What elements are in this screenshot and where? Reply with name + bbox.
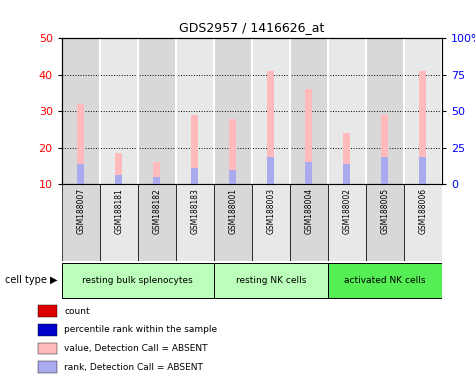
Bar bbox=[38, 324, 57, 336]
Bar bbox=[100, 38, 138, 184]
Bar bbox=[115, 175, 122, 184]
Bar bbox=[305, 162, 312, 184]
Title: GDS2957 / 1416626_at: GDS2957 / 1416626_at bbox=[179, 22, 324, 35]
Text: GSM188006: GSM188006 bbox=[418, 188, 427, 234]
Bar bbox=[62, 38, 100, 184]
Text: cell type ▶: cell type ▶ bbox=[5, 275, 57, 285]
Bar bbox=[138, 184, 176, 261]
Bar bbox=[62, 263, 214, 298]
Text: GSM188182: GSM188182 bbox=[152, 188, 161, 234]
Bar bbox=[366, 38, 404, 184]
Bar bbox=[38, 343, 57, 354]
Bar bbox=[404, 38, 442, 184]
Bar bbox=[267, 71, 274, 184]
Text: count: count bbox=[64, 307, 90, 316]
Bar bbox=[305, 89, 312, 184]
Bar bbox=[381, 157, 388, 184]
Bar bbox=[38, 361, 57, 373]
Bar bbox=[343, 133, 350, 184]
Bar bbox=[115, 153, 122, 184]
Bar bbox=[267, 157, 274, 184]
Bar bbox=[419, 157, 426, 184]
Text: GSM188007: GSM188007 bbox=[76, 188, 85, 234]
Bar bbox=[229, 119, 236, 184]
Bar bbox=[38, 305, 57, 317]
Bar bbox=[62, 184, 100, 261]
Bar bbox=[214, 184, 252, 261]
Bar bbox=[404, 184, 442, 261]
Bar bbox=[191, 168, 198, 184]
Bar bbox=[343, 164, 350, 184]
Bar bbox=[328, 263, 442, 298]
Bar bbox=[328, 184, 366, 261]
Text: GSM188004: GSM188004 bbox=[304, 188, 313, 234]
Bar bbox=[328, 38, 366, 184]
Text: resting bulk splenocytes: resting bulk splenocytes bbox=[82, 276, 193, 285]
Bar bbox=[138, 38, 176, 184]
Bar bbox=[419, 71, 426, 184]
Bar bbox=[366, 184, 404, 261]
Text: rank, Detection Call = ABSENT: rank, Detection Call = ABSENT bbox=[64, 362, 203, 372]
Bar bbox=[77, 104, 84, 184]
Text: GSM188003: GSM188003 bbox=[266, 188, 275, 234]
Bar bbox=[229, 170, 236, 184]
Text: percentile rank within the sample: percentile rank within the sample bbox=[64, 325, 217, 334]
Text: value, Detection Call = ABSENT: value, Detection Call = ABSENT bbox=[64, 344, 208, 353]
Text: GSM188005: GSM188005 bbox=[380, 188, 389, 234]
Text: activated NK cells: activated NK cells bbox=[344, 276, 426, 285]
Bar bbox=[176, 38, 214, 184]
Text: GSM188001: GSM188001 bbox=[228, 188, 237, 234]
Text: GSM188002: GSM188002 bbox=[342, 188, 351, 234]
Bar bbox=[153, 162, 160, 184]
Text: resting NK cells: resting NK cells bbox=[236, 276, 306, 285]
Text: GSM188181: GSM188181 bbox=[114, 188, 123, 234]
Text: GSM188183: GSM188183 bbox=[190, 188, 199, 234]
Bar bbox=[176, 184, 214, 261]
Bar bbox=[191, 115, 198, 184]
Bar bbox=[290, 38, 328, 184]
Bar bbox=[214, 38, 252, 184]
Bar bbox=[252, 184, 290, 261]
Bar bbox=[153, 177, 160, 184]
Bar bbox=[381, 115, 388, 184]
Bar bbox=[100, 184, 138, 261]
Bar bbox=[252, 38, 290, 184]
Bar bbox=[214, 263, 328, 298]
Bar bbox=[77, 164, 84, 184]
Bar bbox=[290, 184, 328, 261]
